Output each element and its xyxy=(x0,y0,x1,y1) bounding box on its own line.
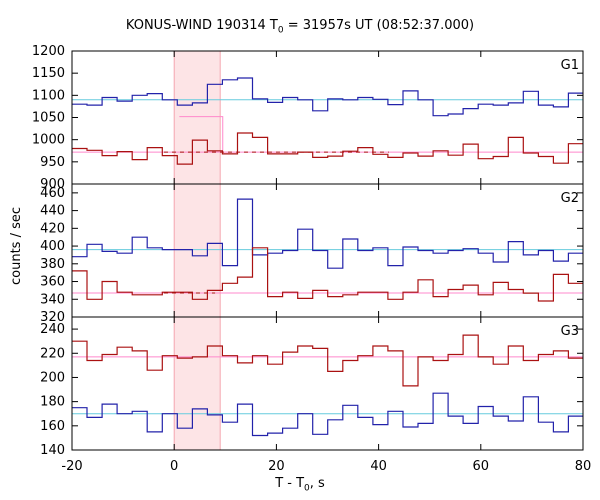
y-tick-label: 1200 xyxy=(32,44,65,59)
series-g2-blue xyxy=(72,198,583,269)
x-tick-label: 60 xyxy=(473,459,490,474)
y-tick-label: 160 xyxy=(40,419,65,434)
chart-title: KONUS-WIND 190314 T0 = 31957s UT (08:52:… xyxy=(125,18,475,36)
x-tick-label: 0 xyxy=(170,459,178,474)
panel-label: G1 xyxy=(561,58,579,73)
y-tick-label: 220 xyxy=(40,346,65,361)
panel-frame xyxy=(71,50,584,185)
y-tick-label: 200 xyxy=(40,370,65,385)
y-tick-label: 1150 xyxy=(32,66,65,81)
shaded-interval xyxy=(174,51,221,450)
y-axis-label: counts / sec xyxy=(9,207,24,286)
x-axis-label: T - T0, s xyxy=(275,476,325,494)
panel-g3: 140 160 180 200 220 240 G3 xyxy=(40,316,584,458)
y-tick-label: 440 xyxy=(40,204,65,219)
pink-step-level xyxy=(179,116,224,153)
panel-frame xyxy=(71,316,584,451)
y-tick-label: 180 xyxy=(40,395,65,410)
y-tick-label: 950 xyxy=(40,155,65,170)
y-tick-label: 900 xyxy=(40,177,65,192)
panel-label: G3 xyxy=(561,324,579,339)
x-tick-label: 80 xyxy=(575,459,592,474)
series-g1-blue xyxy=(72,77,583,117)
series-g3-red xyxy=(72,334,583,387)
panel-g2: 320 340 360 380 400 420 440 460 G2 xyxy=(40,183,584,325)
y-tick-label: 380 xyxy=(40,257,65,272)
y-tick-label: 340 xyxy=(40,292,65,307)
series-g3-blue xyxy=(72,392,583,437)
y-tick-label: 420 xyxy=(40,221,65,236)
y-tick-label: 400 xyxy=(40,239,65,254)
x-tick-label: 40 xyxy=(370,459,387,474)
x-tick-label: 20 xyxy=(268,459,285,474)
y-tick-label: 1000 xyxy=(32,133,65,148)
y-tick-label: 460 xyxy=(40,186,65,201)
panel-label: G2 xyxy=(561,191,579,206)
x-tick-label: -20 xyxy=(61,459,82,474)
y-tick-label: 240 xyxy=(40,322,65,337)
series-g1-red xyxy=(72,132,583,165)
y-tick-label: 1050 xyxy=(32,111,65,126)
panel-g1: 900 950 1000 1050 1100 1150 1200 G1 xyxy=(32,44,584,192)
y-tick-label: 140 xyxy=(40,443,65,458)
series-g2-red xyxy=(72,247,583,302)
y-tick-label: 1100 xyxy=(32,88,65,103)
y-tick-label: 320 xyxy=(40,310,65,325)
y-tick-label: 360 xyxy=(40,275,65,290)
